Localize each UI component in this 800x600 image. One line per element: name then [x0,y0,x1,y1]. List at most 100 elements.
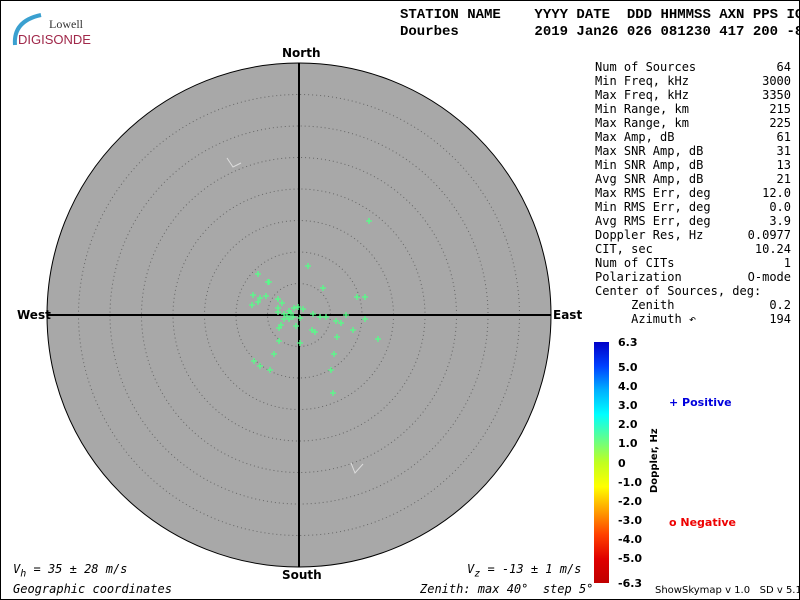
stat-label: Num of Sources [595,60,697,74]
coordinates-label: Geographic coordinates [13,582,172,596]
source-point [266,279,272,285]
stat-value: 3.9 [769,214,791,228]
colorbar-tick: 2.0 [618,418,638,432]
colorbar-tick: 3.0 [618,399,638,413]
source-point [276,338,282,344]
source-point [362,294,368,300]
label-south: South [282,568,322,582]
digisonde-logo-arc [12,13,42,46]
skymap-plot [46,62,552,568]
source-point [317,314,323,320]
source-point [354,294,360,300]
header-values: Dourbes 2019 Jan26 026 081230 417 200 -8… [400,24,800,40]
velocity-arrow-marker [350,462,364,474]
stat-value: 1 [783,256,791,270]
source-point [312,329,318,335]
header-labels: STATION NAME YYYY DATE DDD HHMMSS AXN PP… [400,7,800,23]
stat-row: Avg SNR Amp, dB 21 [595,172,791,186]
stat-row: Min SNR Amp, dB 13 [595,158,791,172]
source-point [255,299,261,305]
velocity-arrow-marker [226,157,242,168]
stat-value: 0.2 [769,298,791,312]
stat-value: 21 [776,172,791,186]
colorbar-tick: -5.0 [618,552,643,566]
source-point [331,351,337,357]
source-point [291,305,297,311]
stat-row: Min RMS Err, deg 0.0 [595,200,791,214]
stat-row: Center of Sources, deg: [595,284,791,298]
stat-label: Max Freq, kHz [595,88,689,102]
source-point [284,313,290,319]
stat-label: Max Range, km [595,116,689,130]
colorbar-tick: 6.3 [618,336,638,349]
colorbar-tick: 5.0 [618,360,638,374]
source-point [362,316,368,322]
source-point [290,314,296,320]
source-point [297,315,303,321]
stat-value: O-mode [747,270,791,284]
source-point [375,336,381,342]
stat-label: Num of CITs [595,256,675,270]
stat-row: Doppler Res, Hz 0.0977 [595,228,791,242]
source-point [288,310,294,316]
version-label: ShowSkymap v 1.0 SD v 5.1 [655,585,800,596]
source-point [250,292,256,298]
source-point [366,218,372,224]
logo-lowell: Lowell [49,17,83,31]
stat-row: Max Range, km 225 [595,116,791,130]
stat-value: 3000 [762,74,791,88]
source-point [249,302,255,308]
stat-row: Max RMS Err, deg 12.0 [595,186,791,200]
colorbar-title: Doppler, Hz [649,428,660,493]
stat-label: CIT, sec [595,242,653,256]
stat-label: Min Freq, kHz [595,74,689,88]
stat-row: Azimuth ↶ 194 [595,312,791,326]
source-point [333,318,339,324]
label-east: East [553,308,583,322]
stat-label: Avg SNR Amp, dB [595,172,704,186]
stat-label: Center of Sources, deg: [595,284,762,298]
source-point [310,311,316,317]
vz-readout: Vz = -13 ± 1 m/s [467,562,582,580]
stat-value: 13 [776,158,791,172]
stat-row: Polarization O-mode [595,270,791,284]
vh-readout: Vh = 35 ± 28 m/s [13,562,128,580]
stat-label: Polarization [595,270,682,284]
source-point [293,323,299,329]
source-point [334,334,340,340]
stat-value: 0.0977 [747,228,791,242]
stat-row: Zenith 0.2 [595,298,791,312]
stat-value: 12.0 [762,186,791,200]
label-west: West [17,308,51,322]
stat-label: Doppler Res, Hz [595,228,704,242]
source-point [330,390,336,396]
stat-value: 225 [769,116,791,130]
source-point [257,363,263,369]
source-point [251,358,257,364]
stat-row: Num of Sources 64 [595,60,791,74]
stat-label: Max RMS Err, deg [595,186,711,200]
source-point [275,309,281,315]
zenith-label: Zenith: max 40° step 5° [420,582,594,596]
colorbar-tick: -6.3 [618,577,643,590]
stat-label: Avg RMS Err, deg [595,214,711,228]
colorbar-tick: 1.0 [618,437,638,451]
stat-label: Azimuth ↶ [595,312,697,326]
stat-value: 61 [776,130,791,144]
circle-icon: o [669,516,681,529]
source-point [295,304,301,310]
logo-digisonde: DIGISONDE [18,32,91,47]
stat-value: 0.0 [769,200,791,214]
colorbar-tick: 0 [618,456,626,470]
source-point [255,271,261,277]
colorbar-tick: -2.0 [618,494,643,508]
source-point [267,367,273,373]
source-point [350,327,356,333]
source-point [338,320,344,326]
stat-label: Min RMS Err, deg [595,200,711,214]
stat-value: 194 [769,312,791,326]
source-point [328,367,334,373]
legend-positive: + Positive [669,396,732,409]
stat-row: CIT, sec 10.24 [595,242,791,256]
source-point [300,306,306,312]
